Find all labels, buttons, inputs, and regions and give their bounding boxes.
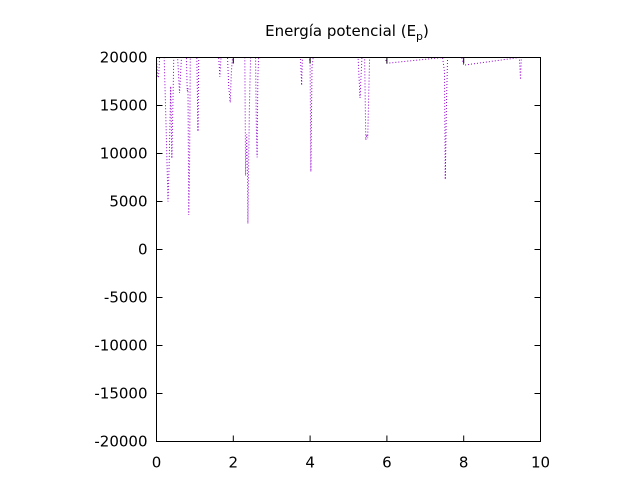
chart-title-subscript: p bbox=[416, 30, 423, 43]
plot-series bbox=[156, 56, 522, 224]
chart-title-close: ) bbox=[423, 22, 429, 40]
y-tick-label-3: -5000 bbox=[104, 289, 148, 307]
x-tick-label-1: 2 bbox=[229, 454, 239, 472]
x-tick-label-2: 4 bbox=[305, 454, 315, 472]
x-tick-label-0: 0 bbox=[152, 454, 162, 472]
chart-title: Energía potencial (Ep) bbox=[265, 22, 429, 43]
y-tick-label-0: -20000 bbox=[94, 433, 147, 451]
axis-ticks bbox=[156, 57, 541, 442]
x-tick-label-5: 10 bbox=[531, 454, 550, 472]
y-tick-label-1: -15000 bbox=[94, 385, 147, 403]
y-tick-label-5: 5000 bbox=[109, 193, 147, 211]
y-tick-labels: -20000 -15000 -10000 -5000 0 5000 10000 15000 20… bbox=[94, 49, 147, 451]
y-tick-label-2: -10000 bbox=[94, 337, 147, 355]
y-tick-label-4: 0 bbox=[138, 241, 148, 259]
y-tick-label-8: 20000 bbox=[100, 49, 148, 67]
plot-frame bbox=[156, 57, 541, 442]
chart-title-main: Energía potencial (E bbox=[265, 22, 416, 40]
y-tick-label-7: 15000 bbox=[100, 97, 148, 115]
y-tick-label-6: 10000 bbox=[100, 145, 148, 163]
x-tick-label-4: 8 bbox=[459, 454, 469, 472]
x-tick-labels: 0 2 4 6 8 10 bbox=[152, 454, 550, 472]
x-tick-label-3: 6 bbox=[382, 454, 392, 472]
series-line-0 bbox=[156, 56, 522, 224]
